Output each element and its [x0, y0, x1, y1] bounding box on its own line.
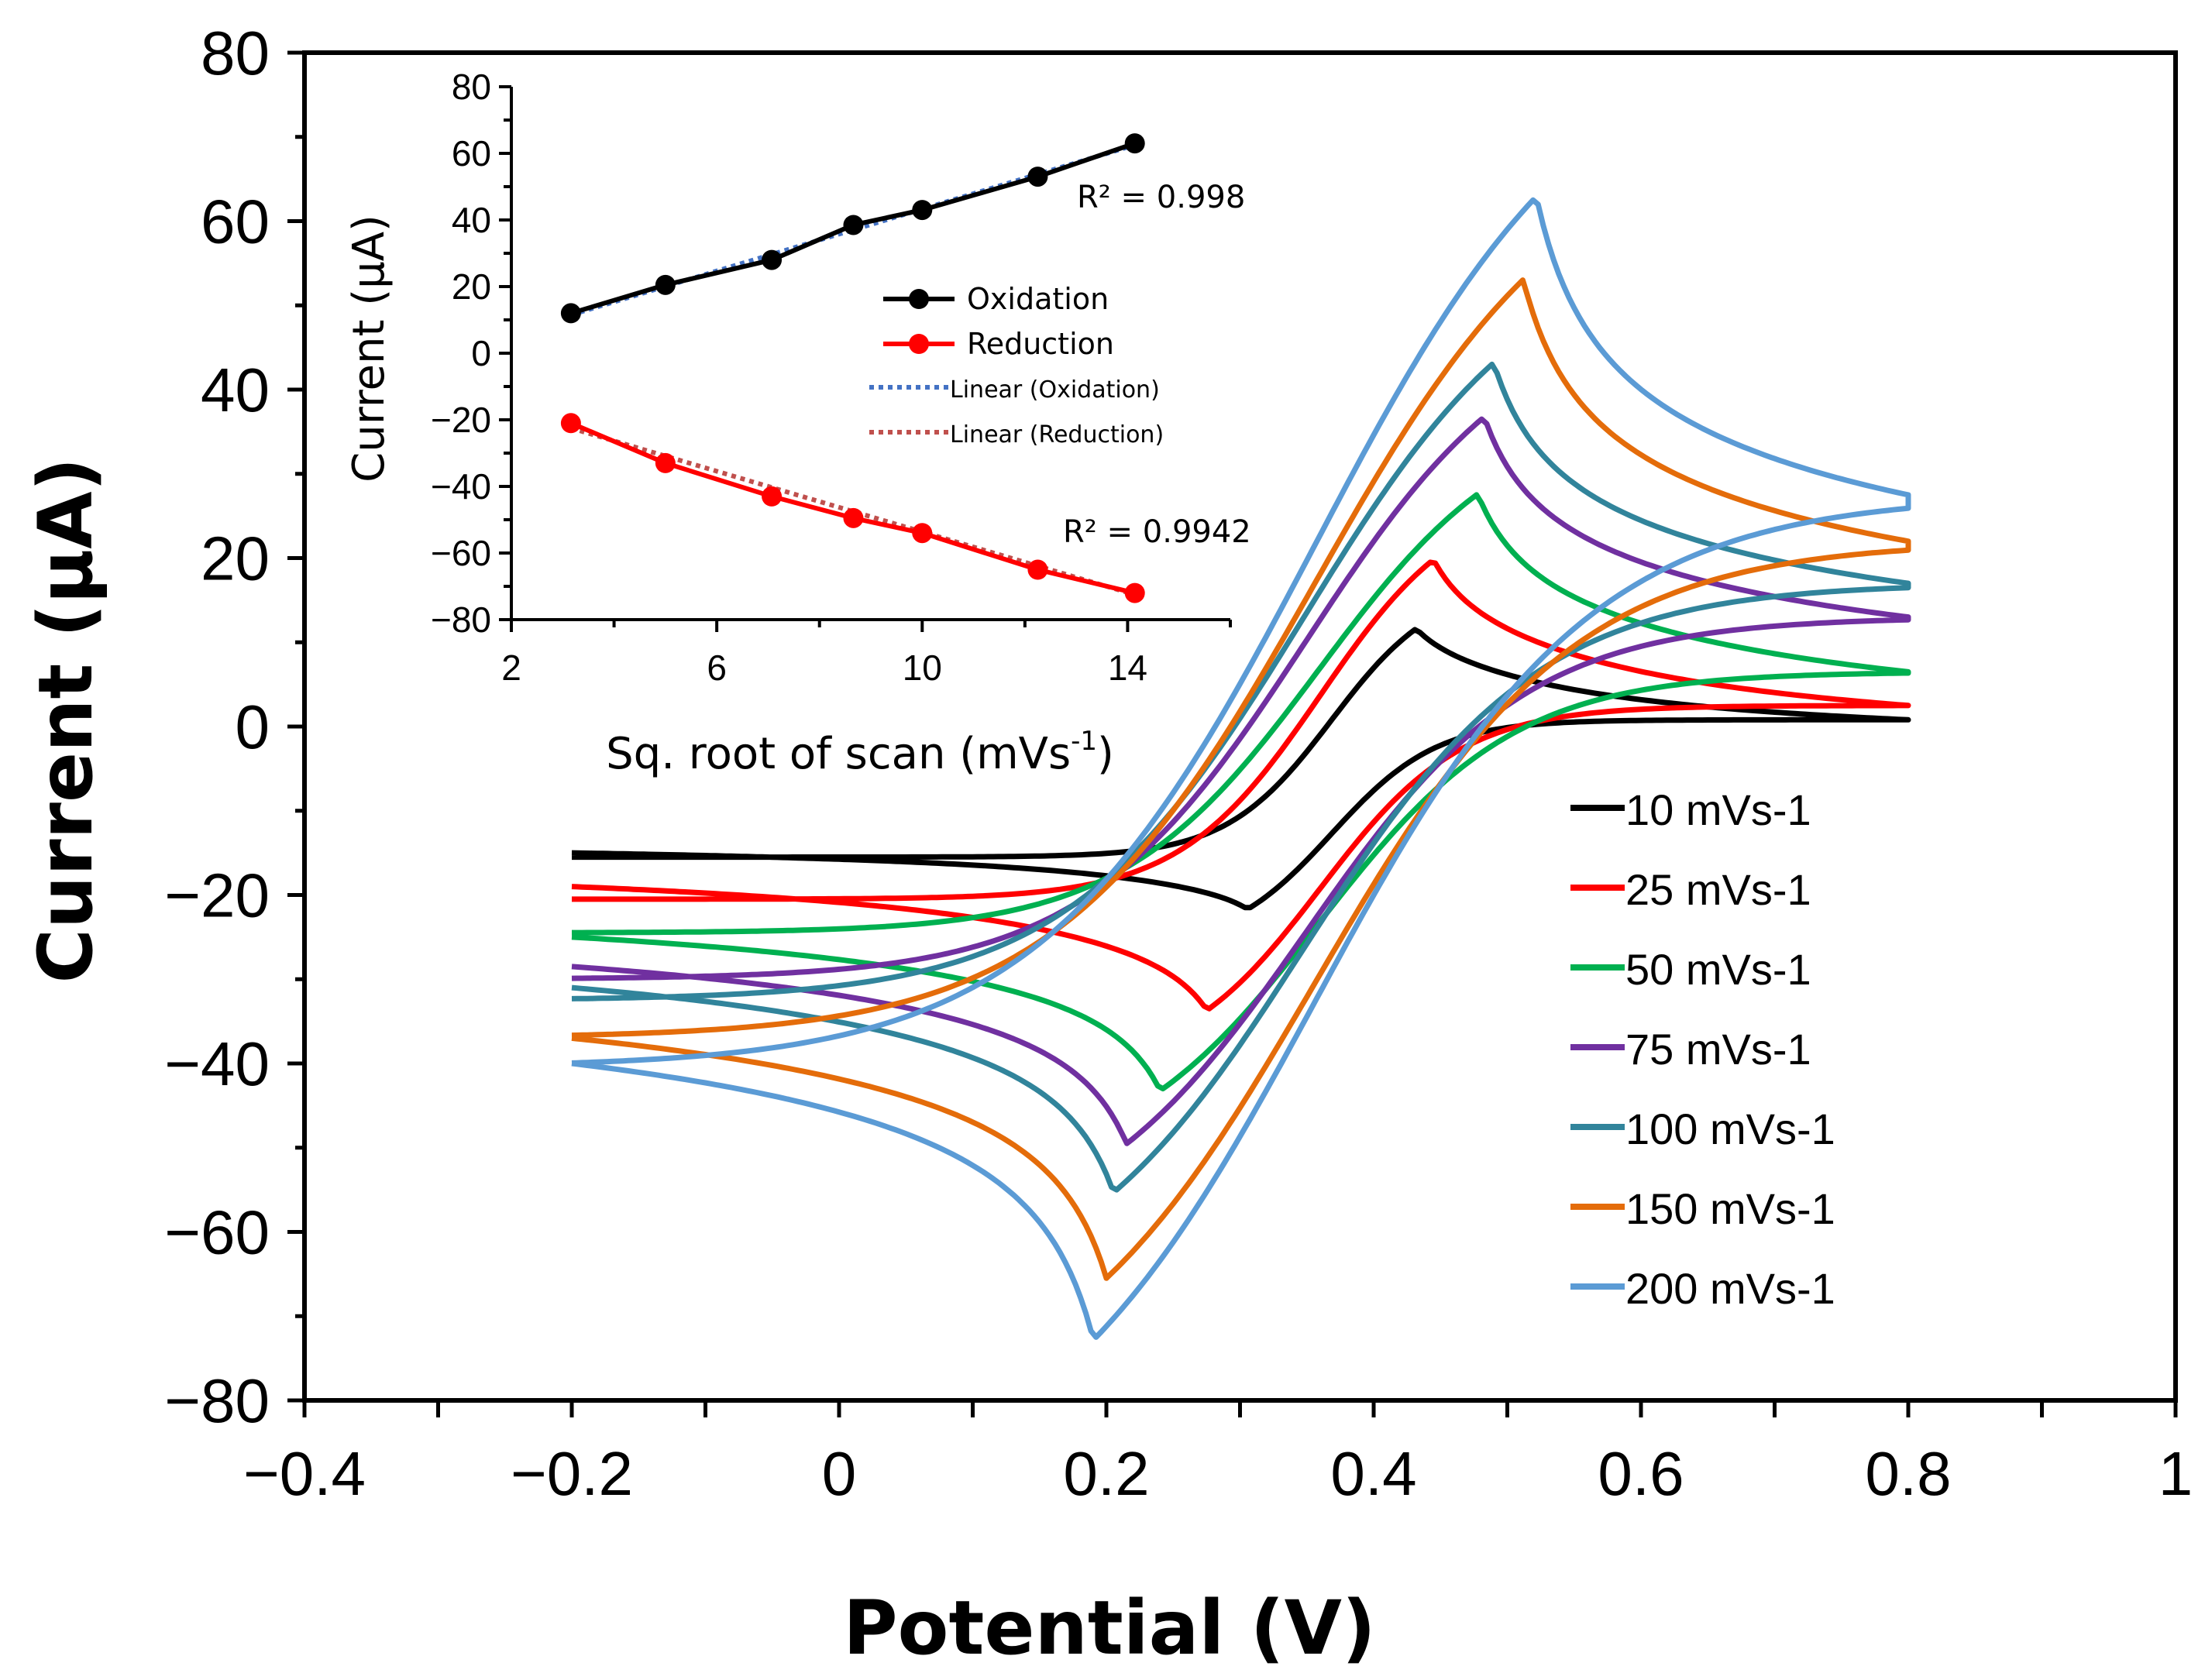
cv-curve-75-mvs-1 — [571, 416, 1911, 1146]
inset-point-reduction — [655, 452, 676, 473]
cv-curve-10-mvs-1 — [571, 627, 1911, 911]
inset-x-tick-label: 2 — [501, 648, 521, 688]
main-y-tick-label: 60 — [201, 187, 270, 256]
main-legend-label: 75 mVs-1 — [1625, 1025, 1811, 1074]
inset-series — [560, 133, 1145, 603]
inset-y-tick-label: 80 — [452, 67, 491, 107]
main-x-tick-label: 1 — [2159, 1439, 2193, 1508]
main-y-tick-labels: −80 −60 −40 −20 0 20 40 60 80 — [164, 19, 270, 1435]
inset-point-reduction — [1027, 559, 1048, 580]
inset-point-oxidation — [843, 215, 864, 235]
inset-x-tick-label: 10 — [903, 648, 942, 688]
inset-legend-label: Linear (Oxidation) — [950, 376, 1160, 404]
cv-curve-25-mvs-1 — [571, 559, 1911, 1012]
main-curves — [571, 197, 1911, 1340]
inset-y-tick-label: −40 — [431, 466, 491, 507]
inset-point-reduction — [560, 413, 581, 434]
inset-x-axis-title-sup: -1 — [1071, 726, 1097, 757]
main-x-tick-label: 0.2 — [1063, 1439, 1149, 1508]
inset-legend-label: Reduction — [967, 327, 1114, 361]
inset-y-tick-label: 40 — [452, 200, 491, 240]
cv-curve-150-mvs-1 — [571, 277, 1911, 1281]
inset-legend-label: Linear (Reduction) — [950, 421, 1164, 448]
inset-point-oxidation — [762, 249, 783, 270]
inset-x-tick-label: 6 — [707, 648, 727, 688]
inset-point-oxidation — [560, 303, 581, 324]
main-y-tick-label: −80 — [164, 1366, 270, 1435]
inset-legend-marker — [909, 334, 929, 354]
main-y-tick-label: −20 — [164, 861, 270, 930]
inset-y-tick-label: −60 — [431, 533, 491, 573]
inset-point-oxidation — [1124, 133, 1145, 154]
inset-point-reduction — [762, 486, 783, 507]
main-legend-label: 25 mVs-1 — [1625, 865, 1811, 914]
inset-y-tick-label: 20 — [452, 266, 491, 307]
main-legend-label: 50 mVs-1 — [1625, 945, 1811, 994]
inset-point-oxidation — [1027, 167, 1048, 187]
main-y-tick-label: 40 — [201, 356, 270, 424]
r2-oxidation-annotation: R² = 0.998 — [1077, 180, 1245, 215]
inset-point-reduction — [1124, 582, 1145, 603]
inset-point-oxidation — [655, 274, 676, 295]
main-legend-label: 150 mVs-1 — [1625, 1184, 1835, 1233]
cv-curve-100-mvs-1 — [571, 361, 1911, 1193]
inset-point-reduction — [843, 507, 864, 528]
main-y-tick-label: 0 — [236, 692, 270, 761]
main-x-tick-label: −0.4 — [243, 1439, 366, 1508]
inset-point-reduction — [912, 523, 933, 544]
r2-reduction-annotation: R² = 0.9942 — [1063, 514, 1251, 550]
main-x-tick-label: 0.4 — [1330, 1439, 1416, 1508]
inset-y-tick-label: 0 — [471, 333, 491, 373]
inset-x-tick-label: 14 — [1108, 648, 1147, 688]
main-x-tick-label: 0 — [822, 1439, 857, 1508]
inset-x-tick-labels: 2 6 10 14 — [501, 648, 1147, 688]
main-y-axis-title: Current (μA) — [22, 458, 109, 984]
inset-legend-label: Oxidation — [967, 282, 1109, 316]
main-y-tick-label: −40 — [164, 1029, 270, 1098]
main-legend-label: 100 mVs-1 — [1625, 1105, 1835, 1153]
inset-legend: Oxidation Reduction Linear (Oxidation) Line… — [869, 282, 1164, 448]
main-x-tick-label: 0.6 — [1598, 1439, 1684, 1508]
main-x-axis-title: Potential (V) — [843, 1585, 1376, 1671]
main-x-tick-labels: −0.4 −0.2 0 0.2 0.4 0.6 0.8 1 — [243, 1439, 2193, 1508]
inset-y-tick-label: −80 — [431, 600, 491, 640]
main-legend-label: 200 mVs-1 — [1625, 1264, 1835, 1313]
cv-curve-200-mvs-1 — [571, 197, 1911, 1340]
inset-y-tick-label: 60 — [452, 133, 491, 173]
inset-x-axis-title-end: ) — [1097, 729, 1114, 779]
inset-legend-marker — [909, 289, 929, 309]
inset-y-tick-label: −20 — [431, 400, 491, 440]
main-y-tick-label: −60 — [164, 1198, 270, 1267]
inset-y-tick-labels: −80 −60 −40 −20 0 20 40 60 80 — [431, 67, 491, 640]
cv-curve-50-mvs-1 — [571, 492, 1911, 1092]
main-y-tick-label: 80 — [201, 19, 270, 88]
main-x-tick-label: −0.2 — [511, 1439, 633, 1508]
main-ticks — [287, 50, 2178, 1417]
inset-point-oxidation — [912, 200, 933, 221]
main-legend-label: 10 mVs-1 — [1625, 785, 1811, 834]
main-chart: −0.4 −0.2 0 0.2 0.4 0.6 0.8 1 −80−60−40−2002040… — [22, 19, 2193, 1671]
inset-x-axis-title: Sq. root of scan (mVs-1) — [606, 726, 1114, 779]
inset-ticks — [499, 85, 1232, 632]
main-x-tick-label: 0.8 — [1865, 1439, 1951, 1508]
main-legend: 10 mVs-1 25 mVs-1 50 mVs-1 75 mVs-1 100 mVs-… — [1570, 785, 1835, 1313]
main-y-tick-label: 20 — [201, 524, 270, 593]
inset-y-axis-title: Current (μA) — [344, 215, 394, 483]
inset-x-axis-title-main: Sq. root of scan (mVs — [606, 729, 1071, 779]
